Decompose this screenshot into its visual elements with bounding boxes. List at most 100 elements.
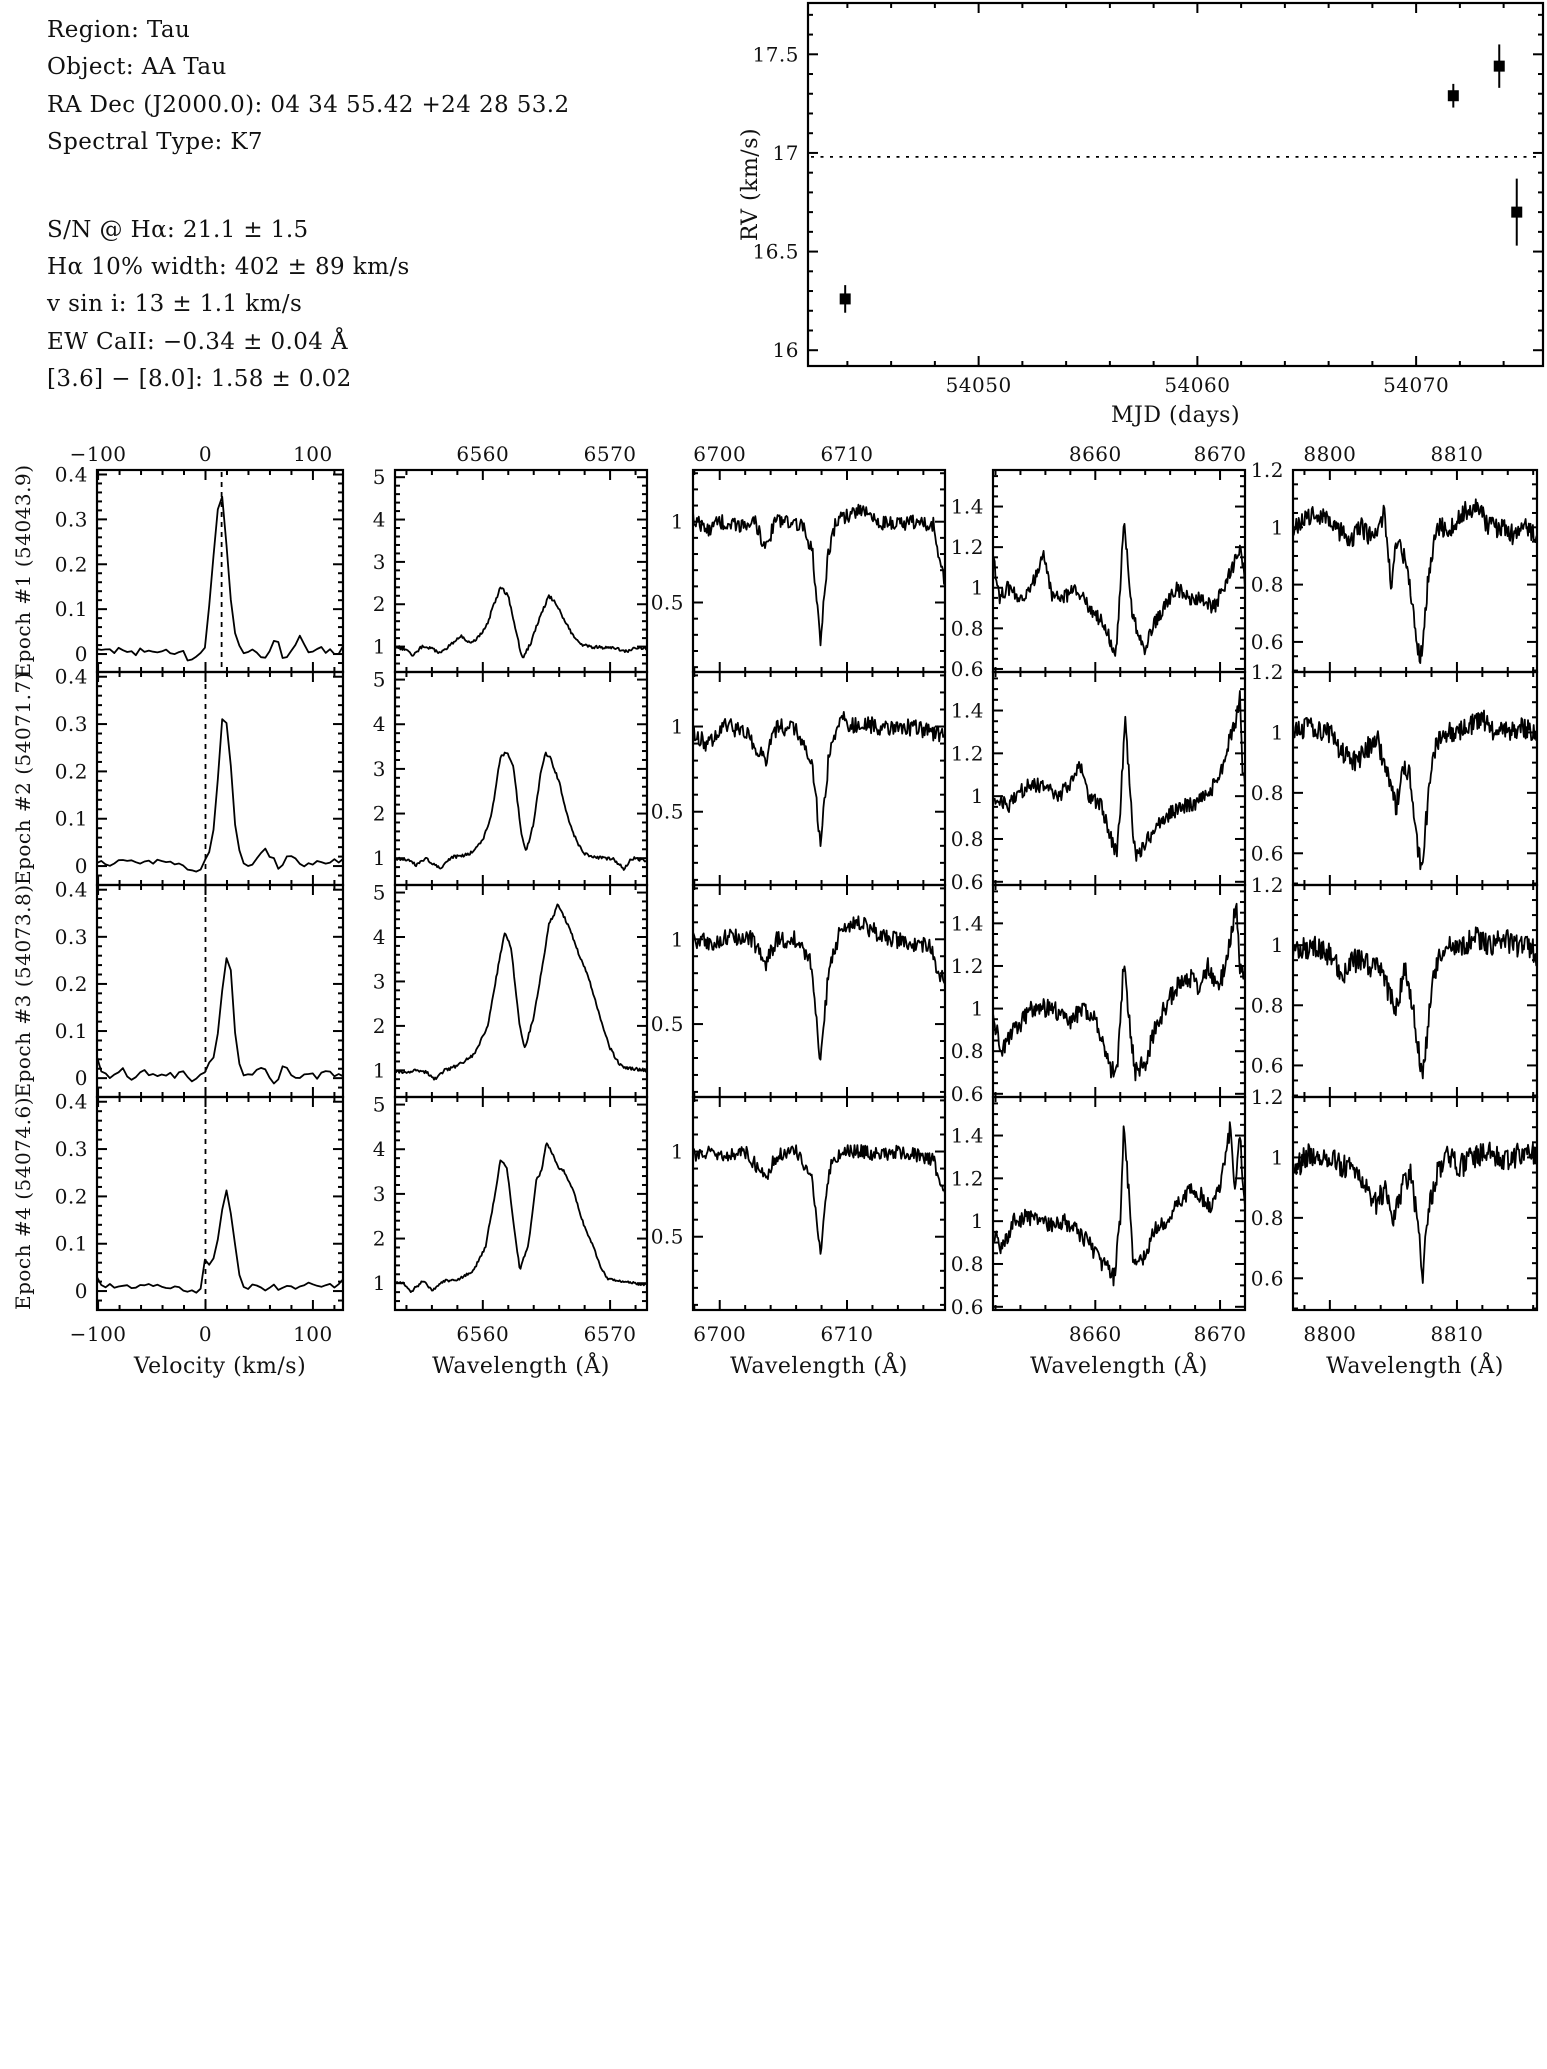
grid-bottom-tick-label: 6700 (693, 1322, 746, 1346)
panel-frame (691, 1095, 947, 1312)
grid-y-tick-label: 1.2 (951, 1166, 984, 1190)
grid-y-tick-label: 0.6 (1251, 841, 1284, 865)
column-axis-title: Wavelength (Å) (1030, 1351, 1208, 1379)
grid-y-tick-label: 1.2 (1251, 1085, 1284, 1109)
grid-y-tick-label: 0.6 (951, 870, 984, 894)
spectrum-curve-row1-mgI-8807 (1294, 498, 1536, 664)
panel-frame (95, 670, 345, 887)
grid-top-tick-label: 8800 (1303, 442, 1356, 466)
grid-y-tick-label: 0.4 (55, 665, 88, 689)
grid-y-tick-label: 1 (373, 1058, 386, 1082)
grid-y-tick-label: 0.5 (651, 1012, 684, 1036)
rv-y-tick-label: 16.5 (752, 240, 799, 264)
column-axis-title: Wavelength (Å) (730, 1351, 908, 1379)
spectrum-curve-row3-halpha-velocity (98, 957, 342, 1085)
panel-frame (1291, 670, 1539, 887)
grid-y-tick-label: 2 (373, 802, 386, 826)
grid-y-tick-label: 0.8 (1251, 993, 1284, 1017)
grid-bottom-tick-label: 8810 (1430, 1322, 1483, 1346)
rv-y-tick-label: 16 (773, 338, 799, 362)
grid-y-tick-label: 2 (373, 592, 386, 616)
grid-y-tick-label: 0 (75, 1279, 88, 1303)
spectrum-curve-row1-caII-8662 (994, 523, 1244, 657)
column-axis-title: Velocity (km/s) (133, 1354, 306, 1379)
grid-y-tick-label: 1.2 (951, 741, 984, 765)
grid-y-tick-label: 1 (671, 510, 684, 534)
info-line-vsini: v sin i: 13 ± 1.1 km/s (47, 291, 303, 318)
spectrum-curve-row4-lithium-6708 (694, 1144, 944, 1255)
grid-top-tick-label: 8810 (1430, 442, 1483, 466)
grid-y-tick-label: 4 (373, 1137, 386, 1161)
grid-y-tick-label: 4 (373, 508, 386, 532)
grid-y-tick-label: 0.8 (951, 827, 984, 851)
spectrum-curve-row4-halpha-line (396, 1142, 646, 1293)
grid-y-tick-label: 1.2 (951, 954, 984, 978)
spectrum-curve-row3-halpha-line (396, 903, 646, 1081)
grid-y-tick-label: 1.2 (1251, 873, 1284, 897)
grid-y-tick-label: 4 (373, 925, 386, 949)
grid-y-tick-label: 5 (373, 1093, 386, 1117)
grid-y-tick-label: 1.2 (951, 535, 984, 559)
grid-y-tick-label: 5 (373, 881, 386, 905)
spectrum-curve-row3-mgI-8807 (1294, 926, 1536, 1080)
grid-top-tick-label: 8670 (1194, 442, 1247, 466)
grid-y-tick-label: 1 (1271, 933, 1284, 957)
spectrum-curve-row4-caII-8662 (994, 1121, 1244, 1287)
panel-frame (95, 468, 345, 674)
info-line-region: Region: Tau (47, 17, 191, 43)
grid-y-tick-label: 3 (373, 550, 386, 574)
spectrum-curve-row1-halpha-velocity (98, 495, 342, 662)
info-line-color-index: [3.6] − [8.0]: 1.58 ± 0.02 (47, 366, 352, 393)
grid-y-tick-label: 3 (373, 969, 386, 993)
spectrum-curve-row2-halpha-line (396, 751, 646, 871)
spectrum-curve-row4-mgI-8807 (1294, 1141, 1536, 1284)
grid-y-tick-label: 1.4 (951, 699, 984, 723)
grid-y-tick-label: 0.3 (55, 1137, 88, 1161)
grid-y-tick-label: 0.8 (1251, 1206, 1284, 1230)
panel-frame (691, 468, 947, 674)
grid-top-tick-label: 100 (293, 442, 333, 466)
grid-y-tick-label: 1 (971, 1209, 984, 1233)
panel-frame (806, 1, 1545, 368)
info-line-spectral-type: Spectral Type: K7 (47, 129, 263, 156)
rv-point (1493, 60, 1505, 72)
panel-frame (393, 468, 649, 674)
grid-top-tick-label: 6560 (456, 442, 509, 466)
grid-y-tick-label: 0.1 (55, 597, 88, 621)
grid-y-tick-label: 0.6 (1251, 1053, 1284, 1077)
panel-frame (95, 883, 345, 1099)
column-axis-title: Wavelength (Å) (432, 1351, 610, 1379)
grid-y-tick-label: 1 (373, 1271, 386, 1295)
grid-bottom-tick-label: 6710 (821, 1322, 874, 1346)
grid-y-tick-label: 1 (1271, 1145, 1284, 1169)
grid-y-tick-label: 0.3 (55, 712, 88, 736)
grid-y-tick-label: 3 (373, 757, 386, 781)
rv-x-tick-label: 54060 (1164, 373, 1230, 397)
grid-top-tick-label: 0 (199, 442, 212, 466)
rv-y-axis-title: RV (km/s) (738, 128, 763, 241)
grid-y-tick-label: 1 (971, 576, 984, 600)
panel-frame (95, 1095, 345, 1312)
spectrum-curve-row1-lithium-6708 (694, 503, 944, 647)
grid-y-tick-label: 1 (971, 784, 984, 808)
grid-y-tick-label: 0.4 (55, 462, 88, 486)
grid-top-tick-label: 6570 (584, 442, 637, 466)
grid-y-tick-label: 0.1 (55, 807, 88, 831)
panel-frame (393, 883, 649, 1099)
rv-y-tick-label: 17.5 (752, 42, 799, 66)
epoch-label: Epoch #1 (54043.9) (11, 464, 35, 677)
rv-x-tick-label: 54070 (1383, 373, 1449, 397)
grid-bottom-tick-label: 8670 (1194, 1322, 1247, 1346)
grid-y-tick-label: 1.4 (951, 495, 984, 519)
epoch-label: Epoch #3 (54073.8) (11, 884, 35, 1097)
panel-frame (991, 670, 1247, 887)
panel-frame (691, 670, 947, 887)
grid-y-tick-label: 5 (373, 668, 386, 692)
grid-y-tick-label: 0.6 (1251, 630, 1284, 654)
panel-frame (991, 883, 1247, 1099)
info-line-halpha-width: Hα 10% width: 402 ± 89 km/s (47, 254, 410, 281)
spectrum-curve-row3-caII-8662 (994, 902, 1244, 1082)
spectrum-curve-row2-halpha-velocity (98, 718, 342, 873)
grid-y-tick-label: 0 (75, 854, 88, 878)
